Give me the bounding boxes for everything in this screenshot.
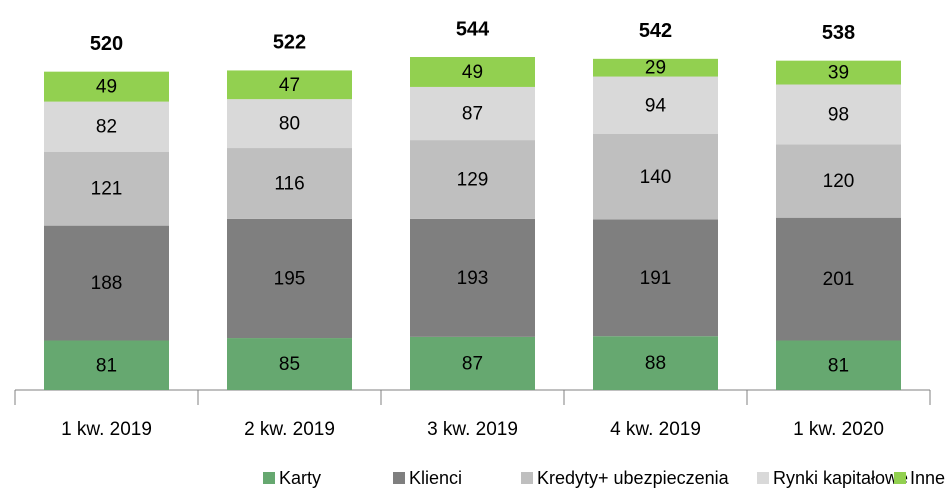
bar-segment [410, 218, 535, 337]
bar-segment [593, 76, 718, 134]
bar-segment [227, 338, 352, 390]
bar-segment [410, 57, 535, 87]
legend-swatch [894, 472, 906, 484]
value-label: 191 [640, 268, 672, 289]
value-label: 81 [96, 355, 117, 376]
x-tick-label: 3 kw. 2019 [427, 419, 518, 440]
total-label: 544 [456, 18, 490, 40]
x-tick-label: 4 kw. 2019 [610, 419, 701, 440]
value-label: 94 [645, 95, 667, 116]
value-label: 195 [274, 269, 306, 290]
total-label: 538 [822, 22, 855, 44]
x-tick-label: 1 kw. 2019 [61, 419, 152, 440]
bar-segment [44, 340, 169, 390]
total-label: 542 [639, 20, 672, 42]
bar-segment [44, 71, 169, 102]
total-label: 522 [273, 32, 306, 54]
value-label: 81 [828, 355, 849, 376]
value-label: 140 [640, 167, 672, 188]
value-label: 49 [462, 62, 483, 83]
value-label: 82 [96, 117, 117, 138]
x-tick-label: 1 kw. 2020 [793, 419, 884, 440]
value-label: 201 [823, 269, 855, 290]
value-label: 39 [828, 63, 849, 84]
value-label: 188 [91, 273, 123, 294]
bar-segment [776, 60, 901, 85]
value-label: 29 [645, 58, 666, 79]
legend-label: Rynki kapitałowe [773, 468, 908, 488]
value-label: 87 [462, 104, 483, 125]
bar-segment [593, 133, 718, 220]
bar-segment [227, 218, 352, 339]
value-label: 129 [457, 170, 489, 191]
total-label: 520 [90, 33, 123, 55]
value-label: 193 [457, 268, 489, 289]
bar-segment [776, 144, 901, 218]
bar-segment [776, 84, 901, 145]
bar-segment [410, 336, 535, 390]
bar-segment [227, 148, 352, 219]
value-label: 116 [274, 173, 304, 194]
bar-segment [410, 140, 535, 219]
bar-segment [410, 86, 535, 141]
value-label: 88 [645, 353, 666, 374]
legend-swatch [393, 472, 405, 484]
bar-segment [44, 225, 169, 341]
legend-label: Kredyty+ ubezpieczenia [537, 468, 730, 488]
value-label: 85 [279, 354, 300, 375]
x-tick-label: 2 kw. 2019 [244, 419, 335, 440]
bar-segment [44, 151, 169, 226]
value-label: 80 [279, 114, 300, 135]
value-label: 121 [91, 179, 123, 200]
value-label: 87 [462, 353, 483, 374]
legend-label: Karty [279, 468, 321, 488]
bar-segment [776, 340, 901, 390]
bar-segment [776, 217, 901, 341]
bar-segment [593, 336, 718, 390]
value-label: 98 [828, 104, 849, 125]
value-label: 49 [96, 77, 117, 98]
bar-segment [593, 219, 718, 337]
legend-swatch [263, 472, 275, 484]
value-label: 120 [823, 171, 855, 192]
legend-label: Klienci [409, 468, 462, 488]
legend-label: Inne [910, 468, 945, 488]
value-label: 47 [279, 75, 300, 96]
bar-segment [44, 101, 169, 152]
bar-segment [227, 99, 352, 149]
legend-swatch [757, 472, 769, 484]
bar-segment [227, 70, 352, 100]
bar-segment [593, 58, 718, 77]
legend-swatch [521, 472, 533, 484]
